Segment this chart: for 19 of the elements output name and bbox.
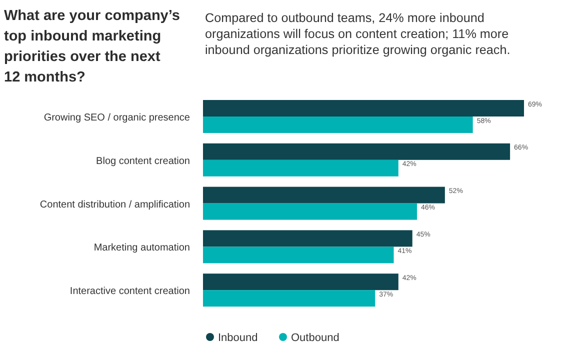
- bar: [203, 116, 473, 133]
- y-tick-label: Content distribution / amplification: [40, 199, 190, 210]
- bar: [203, 230, 412, 247]
- chart-title: What are your company’s top inbound marketing priorities over the next 12 months?: [4, 8, 180, 86]
- legend-label: Outbound: [291, 332, 340, 344]
- bar: [203, 274, 398, 290]
- y-tick-label: Marketing automation: [94, 242, 190, 254]
- y-tick-label: Interactive content creation: [70, 286, 190, 298]
- bar: [203, 143, 510, 160]
- bar: [203, 246, 394, 264]
- y-tick-label: Blog content creation: [96, 156, 190, 167]
- bar: [203, 290, 376, 307]
- chart-subtitle: Compared to outbound teams, 24% more inbound organizations will focus on content creation; 11% more inbound organizations prioritize growing organic reach.: [205, 11, 510, 57]
- legend-label: Inbound: [218, 332, 258, 344]
- bar: [203, 203, 417, 220]
- y-tick-label: Growing SEO / organic presence: [44, 112, 190, 124]
- bar: [203, 160, 398, 176]
- bar: [203, 186, 445, 204]
- bar: [203, 100, 524, 116]
